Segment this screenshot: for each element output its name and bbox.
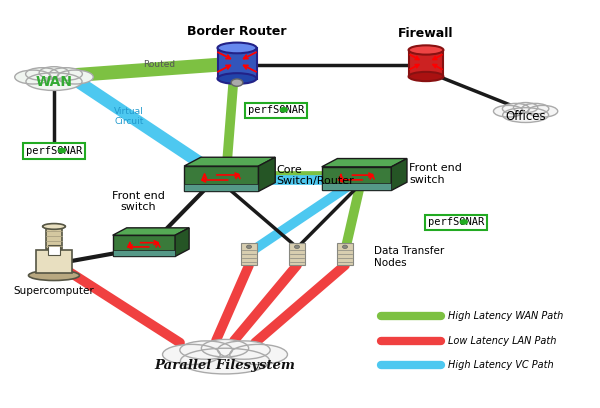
Polygon shape bbox=[184, 166, 259, 191]
Ellipse shape bbox=[180, 341, 232, 359]
Ellipse shape bbox=[409, 45, 443, 55]
Polygon shape bbox=[175, 228, 189, 257]
Ellipse shape bbox=[43, 224, 65, 229]
Ellipse shape bbox=[26, 68, 59, 80]
Polygon shape bbox=[184, 184, 259, 191]
Ellipse shape bbox=[514, 102, 538, 113]
Ellipse shape bbox=[522, 103, 549, 114]
Circle shape bbox=[247, 245, 251, 248]
Ellipse shape bbox=[181, 348, 269, 374]
Text: Parallel Filesystem: Parallel Filesystem bbox=[155, 359, 295, 372]
Polygon shape bbox=[322, 159, 407, 167]
Bar bbox=[46, 226, 62, 249]
Bar bbox=[241, 243, 257, 265]
Ellipse shape bbox=[230, 344, 287, 365]
Ellipse shape bbox=[218, 73, 257, 84]
Polygon shape bbox=[322, 184, 391, 191]
Text: Data Transfer
Nodes: Data Transfer Nodes bbox=[374, 246, 444, 268]
Polygon shape bbox=[322, 167, 391, 191]
Polygon shape bbox=[391, 159, 407, 191]
Bar bbox=[337, 243, 353, 265]
Ellipse shape bbox=[163, 344, 220, 365]
Text: perfSONAR: perfSONAR bbox=[428, 217, 484, 227]
Ellipse shape bbox=[528, 105, 558, 117]
Text: High Latency VC Path: High Latency VC Path bbox=[448, 360, 554, 370]
Ellipse shape bbox=[231, 79, 243, 86]
Circle shape bbox=[460, 219, 468, 225]
Polygon shape bbox=[184, 157, 275, 166]
Text: Border Router: Border Router bbox=[187, 25, 287, 38]
Bar bbox=[48, 245, 60, 255]
Ellipse shape bbox=[493, 105, 523, 117]
Bar bbox=[289, 243, 305, 265]
Text: Firewall: Firewall bbox=[398, 27, 454, 40]
Circle shape bbox=[343, 245, 347, 248]
Text: Low Latency LAN Path: Low Latency LAN Path bbox=[448, 336, 557, 346]
Polygon shape bbox=[113, 228, 189, 235]
Ellipse shape bbox=[39, 67, 69, 79]
Ellipse shape bbox=[503, 108, 548, 122]
Bar bbox=[36, 250, 72, 273]
Text: Supercomputer: Supercomputer bbox=[14, 286, 94, 296]
Text: WAN: WAN bbox=[35, 75, 73, 89]
Text: Front end
switch: Front end switch bbox=[112, 191, 164, 212]
Ellipse shape bbox=[49, 68, 82, 80]
Circle shape bbox=[295, 245, 299, 248]
Text: Virtual
Circuit: Virtual Circuit bbox=[114, 106, 144, 126]
Ellipse shape bbox=[15, 70, 51, 84]
Polygon shape bbox=[113, 250, 175, 257]
Ellipse shape bbox=[218, 341, 270, 359]
Polygon shape bbox=[259, 157, 275, 191]
Ellipse shape bbox=[502, 103, 529, 114]
Circle shape bbox=[280, 107, 288, 113]
Text: High Latency WAN Path: High Latency WAN Path bbox=[448, 311, 563, 321]
Bar bbox=[409, 50, 443, 77]
Text: perfSONAR: perfSONAR bbox=[248, 105, 304, 115]
Ellipse shape bbox=[26, 73, 82, 91]
Ellipse shape bbox=[218, 42, 257, 53]
Polygon shape bbox=[113, 235, 175, 257]
Circle shape bbox=[58, 148, 66, 153]
Text: perfSONAR: perfSONAR bbox=[26, 146, 82, 156]
Ellipse shape bbox=[409, 72, 443, 81]
Ellipse shape bbox=[29, 271, 79, 281]
Ellipse shape bbox=[57, 70, 93, 84]
Text: Front end
switch: Front end switch bbox=[409, 164, 462, 185]
Text: Offices: Offices bbox=[505, 110, 546, 123]
Text: Routed: Routed bbox=[143, 60, 175, 69]
Ellipse shape bbox=[202, 339, 248, 357]
Text: Core
Switch/Router: Core Switch/Router bbox=[276, 165, 354, 186]
Bar bbox=[218, 48, 257, 79]
